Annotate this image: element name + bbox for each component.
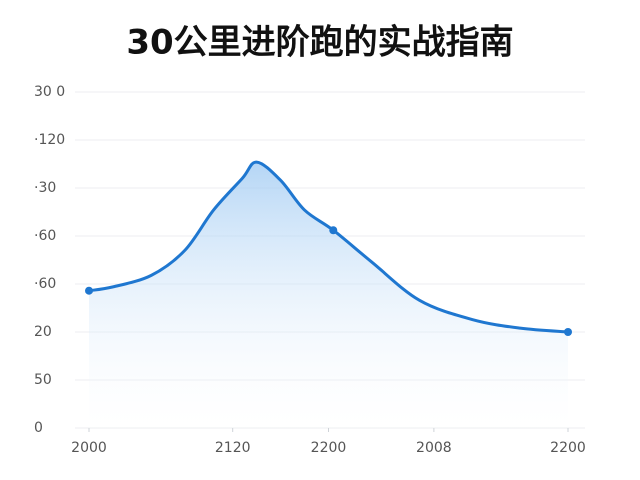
point — [564, 328, 572, 336]
chart-title: 30公里进阶跑的实战指南 — [126, 23, 513, 63]
y-tick-label: 30 0 — [34, 84, 65, 100]
point — [85, 286, 93, 295]
x-tick-label: 2120 — [215, 440, 251, 456]
x-tick-label: 2200 — [311, 440, 347, 456]
y-tick-label: 0 — [34, 420, 43, 436]
area — [89, 162, 568, 428]
x-tick-label: 2200 — [550, 440, 586, 456]
y-tick-label: 50 — [34, 372, 52, 388]
y-tick-label: ·60 — [34, 276, 56, 292]
y-tick-label: ·60 — [34, 228, 56, 244]
y-tick-label: 20 — [34, 324, 52, 340]
y-tick-label: ·30 — [34, 180, 56, 196]
x-tick-label: 2000 — [71, 440, 107, 456]
point — [329, 226, 338, 235]
y-tick-label: ·120 — [34, 132, 65, 148]
x-tick-label: 2008 — [416, 440, 452, 456]
line — [88, 160, 569, 334]
